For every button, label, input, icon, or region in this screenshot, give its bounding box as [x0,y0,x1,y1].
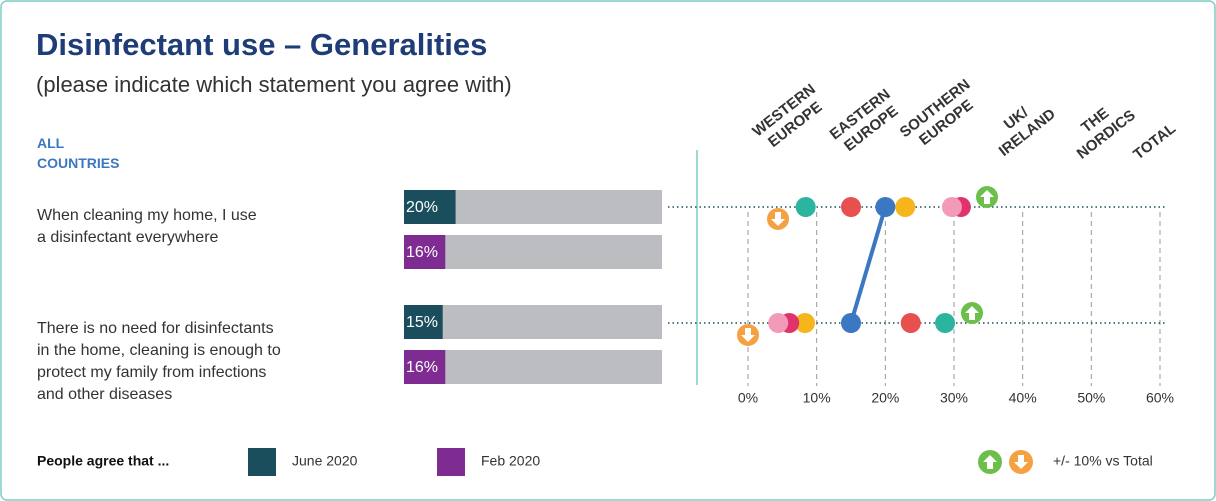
value-label: 20% [406,199,438,216]
bar-track [404,305,662,339]
dot [941,197,962,217]
value-label: 16% [406,244,438,261]
subtitle: (please indicate which statement you agr… [36,72,512,97]
up-icon [976,186,998,208]
legend-note: +/- 10% vs Total [1053,453,1153,469]
dot [935,313,956,333]
text-line: There is no need for disinfectants [37,320,274,337]
dot [841,197,861,217]
dot [895,197,916,217]
text-line: COUNTRIES [37,155,119,171]
up-icon [961,302,983,324]
legend-swatch [437,448,465,476]
x-tick-label: 10% [803,390,831,406]
x-tick-label: 40% [1009,390,1037,406]
legend-title: People agree that ... [37,453,169,469]
text-line: protect my family from infections [37,364,266,381]
x-tick-label: 60% [1146,390,1174,406]
total-line [849,206,888,324]
x-tick-label: 30% [940,390,968,406]
legend-label: June 2020 [292,453,358,469]
x-tick-label: 0% [738,390,758,406]
bar [404,235,446,269]
dot [900,313,921,333]
bar [404,350,446,384]
down-icon [767,208,789,230]
legend-down-icon [1009,450,1033,474]
title: Disinfectant use – Generalities [36,27,487,62]
value-label: 16% [406,359,438,376]
legend-up-icon [978,450,1002,474]
legend-label: Feb 2020 [481,453,540,469]
x-tick-label: 20% [871,390,899,406]
text-line: When cleaning my home, I use [37,207,257,224]
text-line: in the home, cleaning is enough to [37,342,281,359]
dot [875,197,896,217]
bar-track [404,235,662,269]
statement: There is no need for disinfectants in the… [37,320,281,403]
text-line: a disinfectant everywhere [37,229,219,246]
dot [794,313,815,333]
legend-swatch [248,448,276,476]
text-line: ALL [37,135,65,151]
bar [404,190,456,224]
text-line: and other diseases [37,386,172,403]
bar-track [404,350,662,384]
x-tick-label: 50% [1077,390,1105,406]
value-label: 15% [406,314,438,331]
statement: When cleaning my home, I use a disinfecta… [37,207,257,246]
dot [841,313,861,333]
bar [404,305,443,339]
dot [768,313,789,333]
indicator-icons [737,186,1033,474]
down-icon [737,324,759,346]
dot [795,197,816,217]
group-label: ALL COUNTRIES [37,135,119,171]
